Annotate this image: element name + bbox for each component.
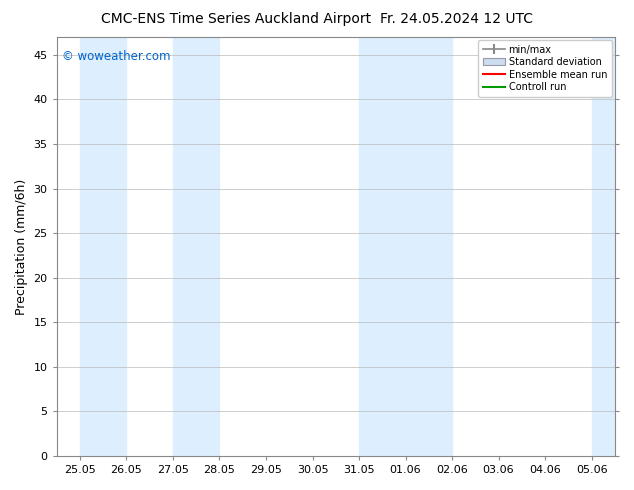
Text: Fr. 24.05.2024 12 UTC: Fr. 24.05.2024 12 UTC — [380, 12, 533, 26]
Bar — [359, 37, 452, 456]
Bar — [592, 37, 634, 456]
Y-axis label: Precipitation (mm/6h): Precipitation (mm/6h) — [15, 178, 28, 315]
Bar — [173, 37, 219, 456]
Text: CMC-ENS Time Series Auckland Airport: CMC-ENS Time Series Auckland Airport — [101, 12, 372, 26]
Legend: min/max, Standard deviation, Ensemble mean run, Controll run: min/max, Standard deviation, Ensemble me… — [479, 40, 612, 97]
Text: © woweather.com: © woweather.com — [62, 49, 171, 63]
Bar — [80, 37, 126, 456]
